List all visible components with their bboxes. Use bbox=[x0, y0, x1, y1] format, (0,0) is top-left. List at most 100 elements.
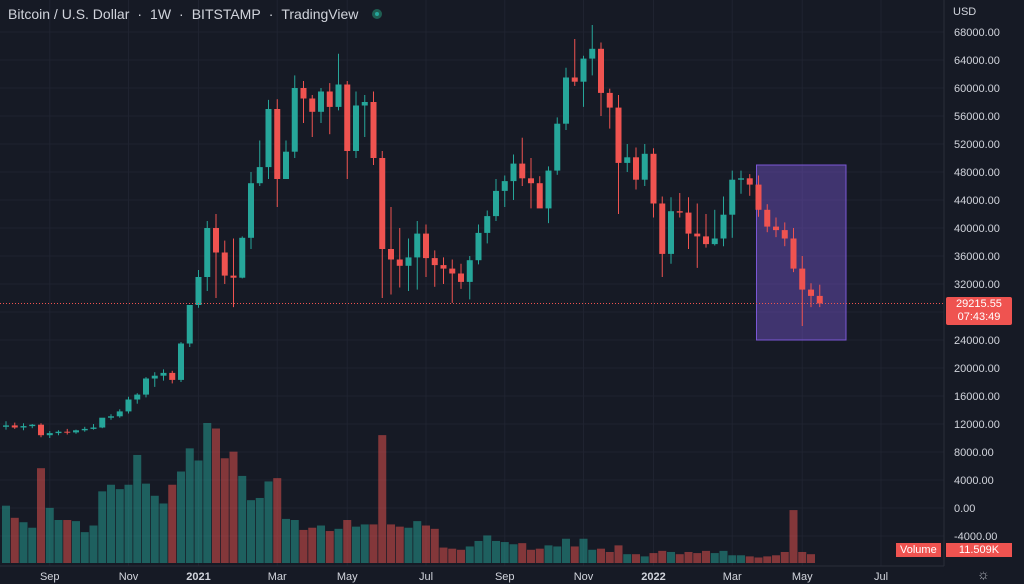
candle-body bbox=[449, 268, 456, 274]
candle-body bbox=[764, 209, 771, 227]
time-tick-label: Jul bbox=[419, 571, 433, 583]
candle-body bbox=[624, 157, 631, 163]
volume-bar bbox=[37, 468, 45, 563]
volume-bar bbox=[150, 495, 159, 563]
volume-bar bbox=[352, 526, 360, 563]
candle-body bbox=[99, 417, 106, 428]
candle-body bbox=[353, 105, 359, 151]
time-tick-label: Sep bbox=[40, 571, 60, 583]
candle-body bbox=[781, 230, 788, 239]
candle-body bbox=[615, 107, 622, 163]
time-tick-label: 2021 bbox=[186, 571, 210, 583]
price-tick-label: 56000.00 bbox=[954, 111, 1000, 123]
candle-body bbox=[528, 178, 534, 184]
chart-legend: Bitcoin / U.S. Dollar · 1W · BITSTAMP · … bbox=[8, 6, 383, 22]
interval-label[interactable]: 1W bbox=[150, 6, 172, 22]
candle-body bbox=[370, 102, 377, 158]
candle-body bbox=[493, 190, 499, 217]
exchange-label: BITSTAMP bbox=[191, 6, 261, 22]
candle-body bbox=[808, 289, 814, 296]
candle-body bbox=[563, 77, 569, 124]
candle-body bbox=[344, 84, 351, 151]
candle-body bbox=[186, 305, 193, 344]
candle-body bbox=[46, 433, 53, 436]
volume-bar bbox=[649, 553, 658, 563]
volume-bar bbox=[737, 555, 745, 563]
market-status-icon[interactable] bbox=[372, 9, 383, 19]
candle-body bbox=[318, 91, 324, 112]
volume-bar bbox=[675, 554, 684, 563]
candle-body bbox=[729, 179, 736, 215]
volume-bar bbox=[404, 527, 413, 563]
price-tick-label: 60000.00 bbox=[954, 83, 1000, 95]
volume-bar bbox=[465, 546, 474, 563]
price-tick-label: 24000.00 bbox=[954, 335, 1000, 347]
candle-body bbox=[440, 265, 447, 269]
volume-bar bbox=[220, 458, 229, 563]
volume-bar bbox=[710, 553, 719, 563]
volume-bar bbox=[282, 518, 290, 563]
candle-body bbox=[423, 233, 429, 259]
candle-body bbox=[545, 170, 552, 209]
volume-bars bbox=[2, 423, 815, 563]
candle-body bbox=[659, 203, 666, 254]
candle-body bbox=[151, 375, 158, 379]
volume-bar bbox=[483, 535, 492, 563]
current-price-value: 29215.55 bbox=[956, 298, 1002, 310]
volume-bar bbox=[63, 520, 72, 563]
volume-bar bbox=[168, 484, 177, 563]
symbol-name[interactable]: Bitcoin / U.S. Dollar bbox=[8, 6, 130, 22]
volume-bar bbox=[684, 551, 693, 563]
price-tick-label: 0.00 bbox=[954, 503, 975, 515]
candle-body bbox=[773, 226, 779, 231]
volume-bar bbox=[658, 550, 667, 563]
candle-body bbox=[256, 167, 263, 184]
time-axis[interactable] bbox=[0, 566, 1024, 584]
volume-bar bbox=[693, 553, 702, 563]
candle-body bbox=[816, 295, 823, 304]
volume-bar bbox=[807, 554, 815, 563]
volume-bar bbox=[203, 423, 212, 563]
volume-bar bbox=[72, 521, 80, 563]
volume-bar bbox=[229, 451, 238, 563]
volume-bar bbox=[579, 538, 588, 563]
price-tick-label: 8000.00 bbox=[954, 447, 994, 459]
volume-bar bbox=[702, 550, 710, 563]
provider-label: TradingView bbox=[281, 6, 359, 22]
currency-label[interactable]: USD bbox=[953, 6, 977, 18]
candle-body bbox=[248, 183, 254, 238]
price-axis[interactable] bbox=[944, 0, 1024, 566]
settings-gear-icon[interactable]: ☼ bbox=[977, 566, 990, 582]
candle-body bbox=[204, 228, 211, 277]
price-tick-label: -4000.00 bbox=[954, 531, 997, 543]
volume-bar bbox=[605, 551, 614, 563]
volume-bar bbox=[98, 491, 107, 563]
volume-bar bbox=[395, 526, 404, 563]
price-tick-label: 64000.00 bbox=[954, 55, 1000, 67]
candle-body bbox=[221, 252, 228, 276]
candle-body bbox=[458, 273, 464, 282]
legend-separator: · bbox=[268, 6, 274, 22]
candle-body bbox=[755, 184, 762, 210]
candle-body bbox=[571, 77, 578, 82]
highlight-range bbox=[756, 164, 847, 341]
volume-bar bbox=[518, 543, 527, 563]
candle-body bbox=[720, 214, 727, 239]
price-tick-label: 4000.00 bbox=[954, 475, 994, 487]
price-tick-label: 16000.00 bbox=[954, 391, 1000, 403]
volume-bar bbox=[343, 520, 352, 563]
price-tick-label: 40000.00 bbox=[954, 223, 1000, 235]
volume-bar bbox=[387, 524, 395, 563]
volume-bar bbox=[439, 547, 448, 563]
volume-bar bbox=[553, 546, 562, 563]
candle-body bbox=[633, 157, 639, 180]
candle-body bbox=[230, 275, 237, 278]
volume-bar bbox=[334, 528, 343, 563]
price-tick-label: 68000.00 bbox=[954, 27, 1000, 39]
candles bbox=[3, 25, 823, 438]
candle-body bbox=[650, 153, 657, 204]
current-price-badge: 29215.55 07:43:49 bbox=[946, 297, 1012, 325]
volume-bar bbox=[763, 556, 772, 563]
volume-bar bbox=[798, 551, 807, 563]
